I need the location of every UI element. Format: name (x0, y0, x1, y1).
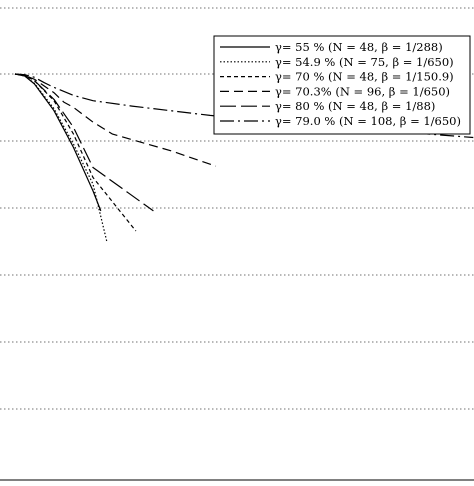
legend-label-1: γ= 55 % (N = 48, β = 1/288) (275, 40, 443, 54)
series-line-1 (14, 73, 102, 212)
legend-box (213, 35, 471, 135)
series-line-4 (14, 73, 217, 167)
legend-label-3: γ= 70 % (N = 48, β = 1/150.9) (275, 70, 454, 84)
legend-label-2: γ= 54.9 % (N = 75, β = 1/650) (275, 55, 454, 69)
series-line-5 (14, 73, 154, 212)
series-line-6 (14, 73, 474, 139)
legend: γ= 55 % (N = 48, β = 1/288)γ= 54.9 % (N … (213, 35, 471, 135)
series-line-2 (14, 73, 108, 242)
legend-label-6: γ= 79.0 % (N = 108, β = 1/650) (275, 114, 461, 128)
legend-label-5: γ= 80 % (N = 48, β = 1/88) (275, 99, 435, 113)
series-group (14, 73, 474, 242)
legend-label-4: γ= 70.3% (N = 96, β = 1/650) (275, 84, 450, 98)
